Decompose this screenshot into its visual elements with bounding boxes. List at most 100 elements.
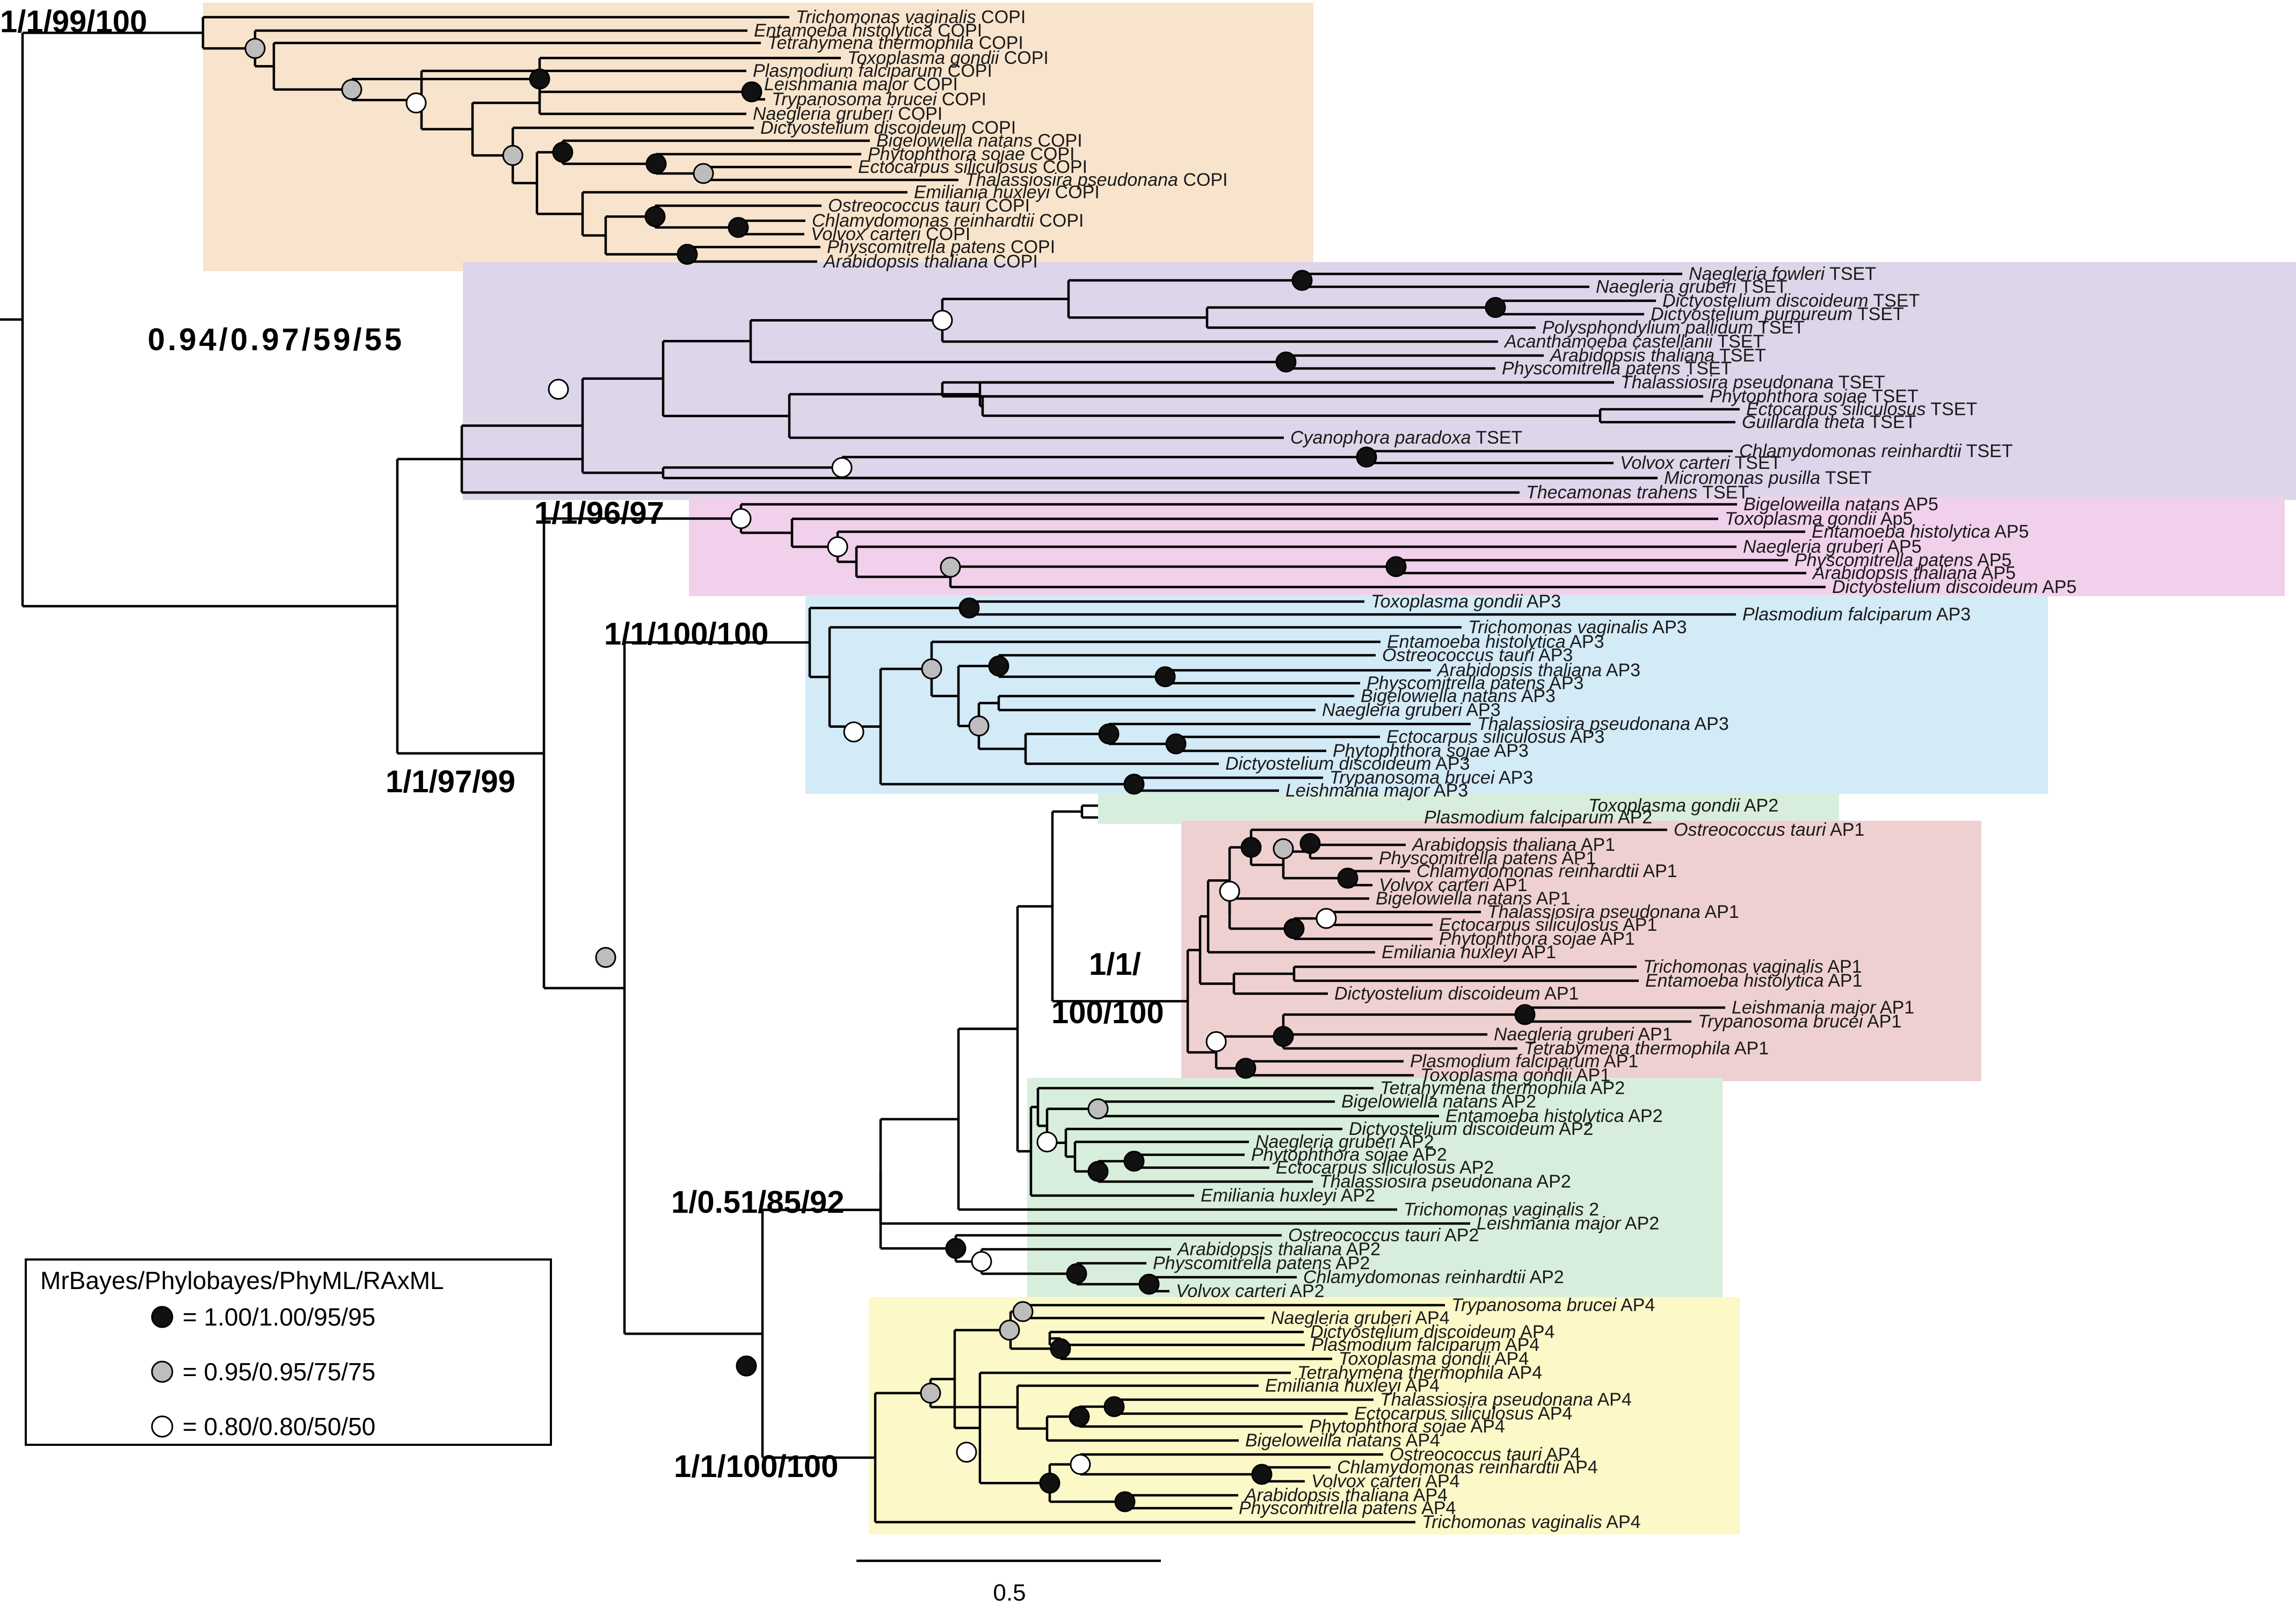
leaf-label: Dictyostelium discoideum TSET: [1662, 291, 1920, 311]
grey-support-node-icon: [968, 715, 990, 737]
ap-mixed-clade-box: [1098, 794, 1839, 824]
leaf-label: Physcomitrella patens AP1: [1379, 848, 1596, 868]
leaf-label: Entamoeba histolytica AP2: [1445, 1106, 1662, 1126]
leaf-label: Volvox carteri AP4: [1311, 1471, 1460, 1492]
white-support-node-icon: [1316, 908, 1337, 929]
leaf-label: Trichomonas vaginalis AP3: [1468, 617, 1687, 638]
black-support-node-icon: [677, 244, 698, 265]
support-ap2: 1/0.51/85/92: [671, 1185, 845, 1220]
leaf-label: Guillardia theta TSET: [1742, 412, 1916, 432]
leaf-label: Dictyostelium discoideum AP1: [1334, 983, 1579, 1004]
leaf-label: Dictyostelium discoideum AP4: [1310, 1322, 1554, 1342]
support-tset: 0.94/0.97/59/55: [148, 322, 404, 357]
white-support-node-icon: [831, 457, 853, 478]
leaf-label: Bigeloweilla natans AP4: [1245, 1430, 1440, 1451]
leaf-label: Tetrabymena thermophila AP1: [1524, 1038, 1769, 1059]
leaf-label: Chlamydomonas reinhardtii TSET: [1739, 441, 2013, 461]
leaf-label: Arabidopsis thaliana AP3: [1436, 660, 1640, 681]
legend-item-label: = 0.80/0.80/50/50: [183, 1413, 375, 1440]
leaf-label: Toxoplasma gondii AP3: [1371, 591, 1561, 612]
leaf-label: Toxoplasma gondii AP4: [1339, 1349, 1529, 1369]
support-ap1-line2: 100/100: [1051, 995, 1164, 1030]
leaf-label: Ectocarpus siliculosus TSET: [1746, 399, 1977, 419]
legend-frame: [25, 1258, 552, 1446]
black-support-node-icon: [1514, 1004, 1536, 1025]
leaf-label: Naegleria fowleri TSET: [1689, 264, 1876, 284]
leaf-label: Thecamonas trahens TSET: [1526, 482, 1749, 503]
support-ap3: 1/1/100/100: [604, 617, 768, 652]
leaf-label: Phytophthora sojae COPI: [868, 144, 1075, 164]
leaf-label: Leishmania major AP1: [1732, 997, 1914, 1018]
black-support-node-icon: [1251, 1464, 1273, 1485]
black-support-node-icon: [645, 153, 667, 175]
white-support-node-icon: [843, 721, 864, 743]
black-support-node-icon: [1337, 867, 1358, 889]
leaf-label: Trypanosoma brucei COPI: [772, 89, 986, 110]
black-support-node-icon: [1291, 270, 1313, 291]
leaf-label: Ectocarpus siliculosus AP3: [1386, 727, 1604, 747]
leaf-label: Thalassiosira pseudonana COPI: [965, 170, 1228, 190]
leaf-label: Ostreococcus tauri AP3: [1382, 645, 1573, 665]
white-support-node-icon: [827, 536, 848, 558]
leaf-label: Dictyostelium discoideum AP2: [1349, 1119, 1593, 1139]
black-support-node-icon: [1385, 556, 1407, 577]
grey-support-node-icon: [920, 1382, 941, 1404]
leaf-label: Cyanophora paradoxa TSET: [1290, 428, 1522, 448]
leaf-label: Naegleria gruberi AP1: [1494, 1024, 1673, 1045]
black-support-node-icon: [1154, 666, 1176, 687]
black-support-node-icon: [1103, 1396, 1125, 1417]
leaf-label: Chlamydomonas reinhardtii AP2: [1303, 1267, 1564, 1287]
leaf-label: Polysphondylium pallidum TSET: [1542, 317, 1805, 338]
leaf-label: Chlamydomonas reinhardtii AP1: [1416, 861, 1677, 881]
leaf-label: Plasmodium falciparum COPI: [753, 61, 992, 81]
leaf-label: Trypanosoma brucei AP3: [1329, 768, 1533, 788]
support-copi: 1/1/99/100: [0, 4, 147, 39]
support-ap5: 1/1/96/97: [534, 496, 664, 531]
leaf-label: Volvox carteri TSET: [1620, 453, 1781, 473]
black-support-node-icon: [1273, 1026, 1294, 1047]
legend-white-circle-icon: [151, 1415, 173, 1438]
white-support-node-icon: [932, 309, 953, 331]
grey-support-node-icon: [595, 947, 616, 968]
ap1-clade-box: [1181, 821, 1981, 1081]
leaf-label: Bigelowiella natans AP3: [1361, 686, 1556, 706]
leaf-label: Thalassiosira pseudonana AP3: [1477, 714, 1729, 734]
white-support-node-icon: [971, 1251, 992, 1272]
leaf-label: Trichomonas vaginalis 2: [1404, 1199, 1599, 1220]
black-support-node-icon: [1283, 918, 1305, 939]
white-support-node-icon: [548, 379, 569, 400]
leaf-label: Ectocarpus siliculosus AP2: [1276, 1157, 1494, 1178]
black-support-node-icon: [1356, 446, 1377, 468]
leaf-label: Naegleria gruberi AP4: [1271, 1308, 1450, 1328]
black-support-node-icon: [1485, 297, 1506, 318]
black-support-node-icon: [1069, 1406, 1090, 1427]
leaf-label: Physcomitrella patens AP4: [1239, 1498, 1456, 1518]
black-support-node-icon: [945, 1237, 967, 1259]
black-support-node-icon: [1138, 1273, 1160, 1295]
scale-bar: 0.5: [856, 1559, 1161, 1606]
grey-support-node-icon: [999, 1320, 1020, 1341]
black-support-node-icon: [1123, 1150, 1145, 1172]
legend-black-circle-icon: [151, 1306, 173, 1328]
leaf-label: Plasmodium falciparum AP3: [1742, 604, 1971, 625]
leaf-label: Volvox carteri COPI: [811, 224, 970, 244]
white-support-node-icon: [1219, 880, 1240, 902]
leaf-label: Arabidopsis thaliana AP5: [1812, 563, 2016, 583]
leaf-label: Naegleria gruberi AP2: [1255, 1132, 1434, 1152]
tset-clade-box: [463, 262, 2296, 500]
leaf-label: Thalassiosira pseudonana TSET: [1621, 372, 1885, 393]
legend-item-label: = 1.00/1.00/95/95: [183, 1303, 375, 1331]
black-support-node-icon: [1235, 1058, 1256, 1079]
black-support-node-icon: [1087, 1161, 1109, 1182]
leaf-label: Emiliania huxleyi AP1: [1382, 942, 1556, 962]
grey-support-node-icon: [693, 163, 714, 184]
leaf-label: Emiliania huxleyi COPI: [914, 182, 1100, 202]
leaf-label: Trichomonas vaginalis AP4: [1422, 1512, 1641, 1532]
black-support-node-icon: [552, 142, 573, 163]
black-support-node-icon: [529, 68, 550, 90]
leaf-label: Tetrahymena thermophila AP2: [1380, 1078, 1625, 1098]
leaf-label: Physcomitrella patens AP5: [1794, 550, 2011, 570]
leaf-label: Toxoplasma gondii AP1: [1420, 1065, 1610, 1085]
leaf-label: Arabidopsis thaliana AP4: [1244, 1485, 1448, 1505]
